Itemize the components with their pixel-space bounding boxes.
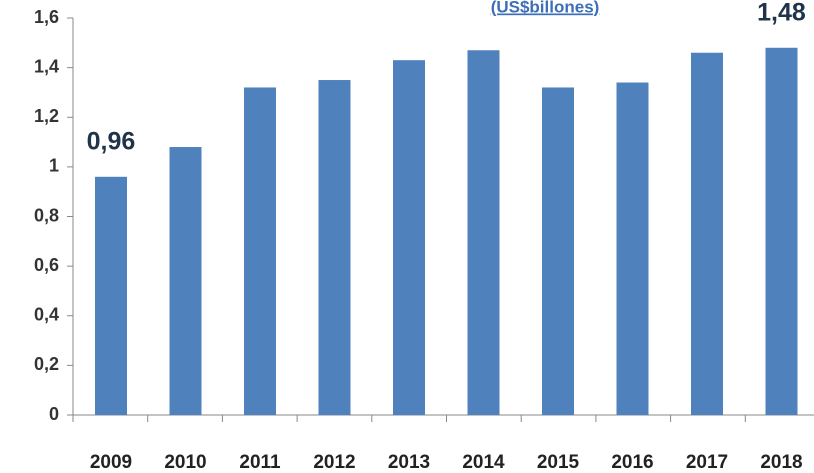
bar <box>691 52 723 416</box>
chart-title: (US$billones) <box>491 0 600 16</box>
value-label: 0,96 <box>87 127 136 155</box>
y-tick-label: 0,2 <box>34 354 59 374</box>
y-tick-label: 0,6 <box>34 255 59 275</box>
x-tick-label: 2011 <box>239 452 281 473</box>
bar <box>393 60 425 416</box>
x-tick-label: 2016 <box>611 452 653 473</box>
bar <box>765 47 798 416</box>
bar <box>95 176 127 415</box>
bar <box>467 50 500 415</box>
y-tick-label: 1,2 <box>34 106 59 126</box>
bar <box>169 147 202 415</box>
bar <box>318 80 351 415</box>
x-tick-label: 2018 <box>760 452 802 473</box>
value-label: 1,48 <box>757 0 806 26</box>
y-tick-label: 1,4 <box>34 56 59 76</box>
x-tick-label: 2009 <box>90 452 132 473</box>
bar <box>616 82 649 415</box>
bar <box>542 87 574 415</box>
y-tick-label: 0 <box>49 404 59 424</box>
y-tick-label: 1 <box>49 156 59 176</box>
y-tick-label: 0,8 <box>34 205 59 225</box>
x-tick-label: 2014 <box>462 452 505 473</box>
x-tick-label: 2017 <box>686 452 728 473</box>
y-tick-label: 0,4 <box>34 305 59 325</box>
x-tick-label: 2012 <box>313 452 355 473</box>
x-tick-label: 2015 <box>537 452 580 473</box>
y-tick-label: 1,6 <box>34 7 59 27</box>
x-tick-label: 2010 <box>164 452 206 473</box>
x-tick-label: 2013 <box>388 452 430 473</box>
bar <box>244 87 276 415</box>
